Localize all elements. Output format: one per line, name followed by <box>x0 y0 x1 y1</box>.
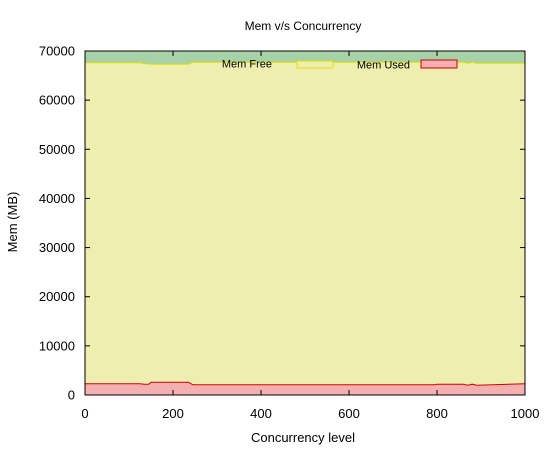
series-mem-free-area <box>85 62 525 396</box>
legend-label-mem-free: Mem Free <box>222 59 272 71</box>
y-tick-label: 0 <box>68 388 75 403</box>
legend: Mem Free Mem Used <box>222 59 458 72</box>
legend-swatch-mem-used <box>420 59 458 69</box>
series-mem-used-line <box>85 381 526 386</box>
axis-ticks: 0 10000 20000 30000 40000 50000 60000 70000 0 200… <box>39 44 540 422</box>
legend-label-mem-used: Mem Used <box>357 60 410 72</box>
y-tick-label: 60000 <box>39 93 75 108</box>
y-tick-label: 10000 <box>39 338 75 353</box>
y-tick-label: 30000 <box>39 240 75 255</box>
x-tick-label: 600 <box>338 406 360 421</box>
y-tick-label: 40000 <box>39 191 75 206</box>
x-tick-label: 1000 <box>511 406 540 421</box>
y-axis-label: Mem (MB) <box>5 192 20 253</box>
area-series-group <box>85 51 526 396</box>
y-tick-label: 20000 <box>39 289 75 304</box>
y-tick-label: 50000 <box>39 142 75 157</box>
plot-frame <box>84 50 526 396</box>
x-tick-label: 800 <box>426 406 448 421</box>
plot-border <box>84 50 526 396</box>
x-tick-label: 400 <box>250 406 272 421</box>
x-tick-label: 0 <box>81 406 88 421</box>
series-mem-used-area <box>85 382 525 395</box>
x-tick-label: 200 <box>162 406 184 421</box>
chart-title: Mem v/s Concurrency <box>245 19 362 33</box>
x-axis-label: Concurrency level <box>251 430 355 445</box>
legend-swatch-mem-free <box>296 60 334 69</box>
y-tick-label: 70000 <box>39 44 75 59</box>
